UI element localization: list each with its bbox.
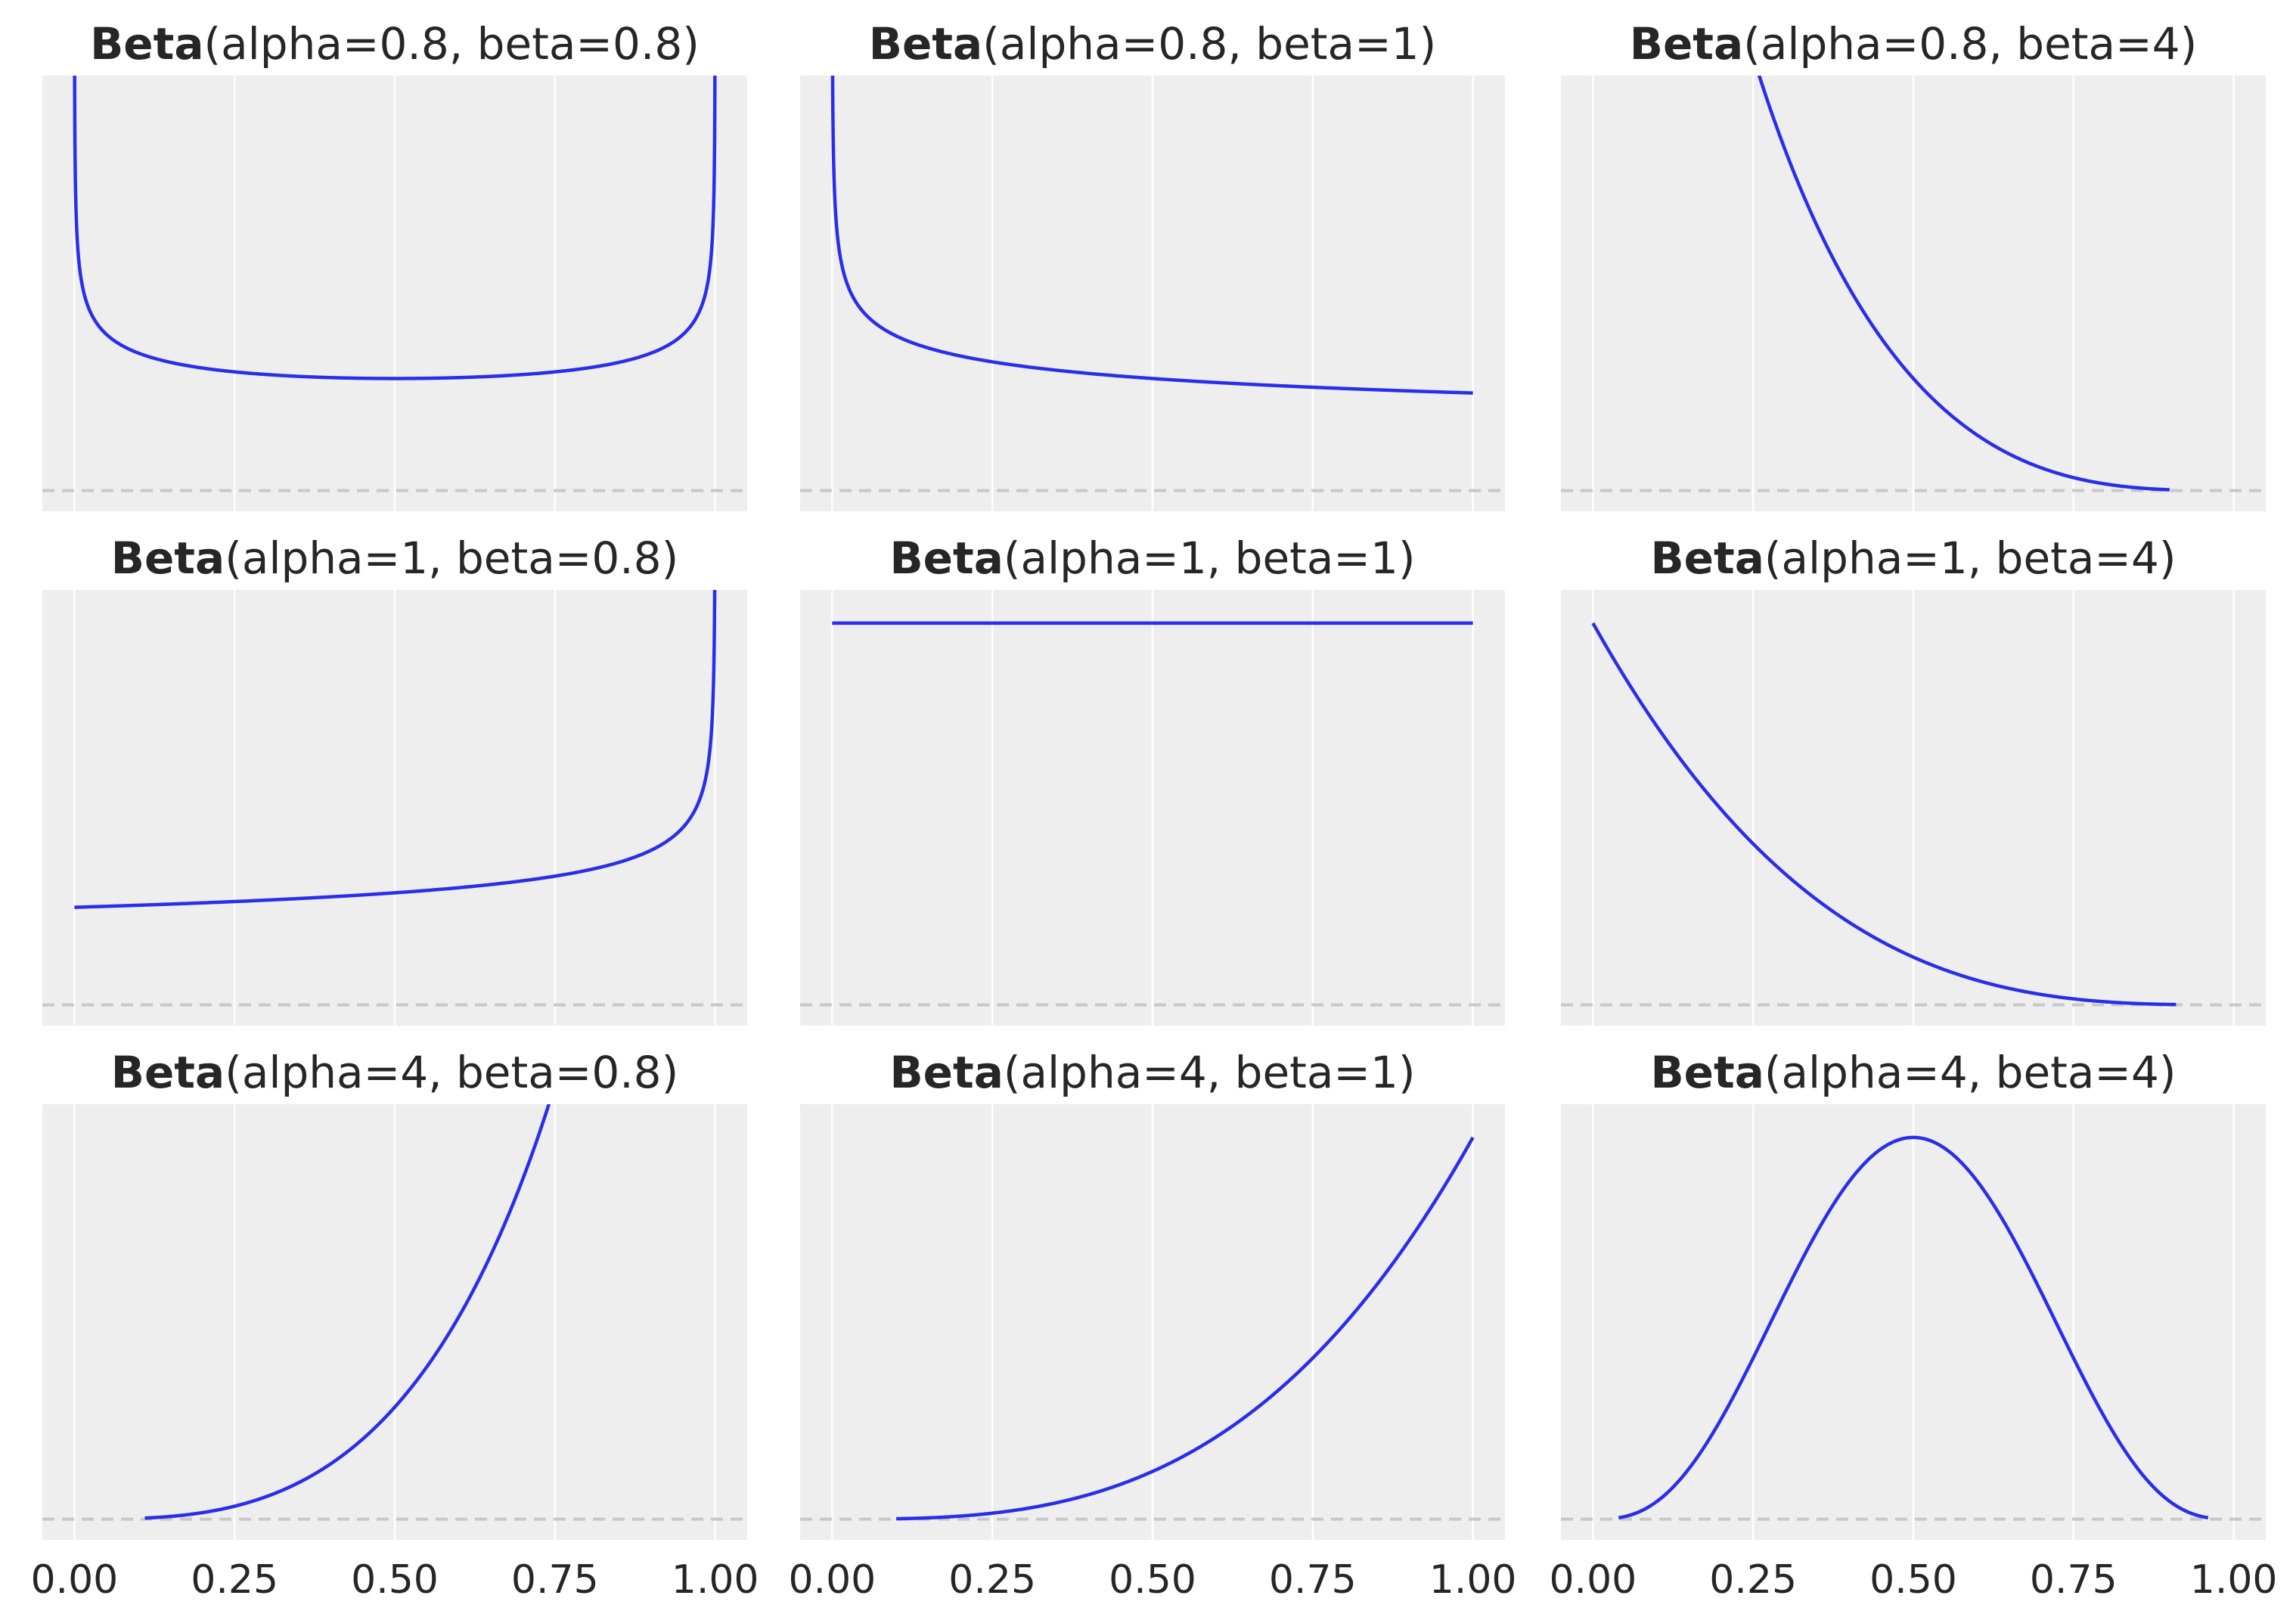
density-line xyxy=(830,76,1473,395)
density-line xyxy=(144,1104,551,1520)
title-parameters: (alpha=1, beta=1) xyxy=(1004,532,1416,584)
x-tick-label: 0.00 xyxy=(1549,1557,1637,1603)
subplot-title: Beta(alpha=0.8, beta=4) xyxy=(1630,18,2197,70)
title-parameters: (alpha=1, beta=4) xyxy=(1764,532,2177,584)
x-tick-label: 1.00 xyxy=(2190,1557,2278,1603)
density-line xyxy=(74,590,717,909)
x-tick-label: 0.50 xyxy=(351,1557,439,1603)
x-tick-label: 0.75 xyxy=(2030,1557,2118,1603)
subplot-3: Beta(alpha=0.8, beta=4) xyxy=(1561,18,2266,511)
title-parameters: (alpha=4, beta=0.8) xyxy=(225,1047,678,1098)
subplot-9: Beta(alpha=4, beta=4) 0.00 0.25 0.50 0.75 1.0… xyxy=(1549,1047,2277,1603)
title-parameters: (alpha=1, beta=0.8) xyxy=(225,532,678,584)
subplot-title: Beta(alpha=0.8, beta=1) xyxy=(869,18,1436,70)
subplot-title: Beta(alpha=1, beta=0.8) xyxy=(111,532,678,584)
title-parameters: (alpha=4, beta=4) xyxy=(1764,1047,2177,1098)
title-distribution: Beta xyxy=(889,1047,1003,1098)
x-tick-label: 0.25 xyxy=(191,1557,278,1603)
subplot-title: Beta(alpha=0.8, beta=0.8) xyxy=(90,18,700,70)
density-line xyxy=(896,1136,1475,1521)
subplot-2: Beta(alpha=0.8, beta=1) xyxy=(800,18,1505,511)
title-distribution: Beta xyxy=(1650,1047,1764,1098)
title-distribution: Beta xyxy=(1630,18,1743,70)
title-distribution: Beta xyxy=(90,18,203,70)
density-line xyxy=(1757,76,2170,492)
subplot-title: Beta(alpha=4, beta=1) xyxy=(889,1047,1415,1098)
subplot-8: Beta(alpha=4, beta=1) 0.00 0.25 0.50 0.75 1.0… xyxy=(788,1047,1516,1603)
title-distribution: Beta xyxy=(111,1047,225,1098)
density-line xyxy=(73,76,717,380)
title-parameters: (alpha=0.8, beta=0.8) xyxy=(204,18,700,70)
x-tick-label: 0.50 xyxy=(1109,1557,1196,1603)
subplot-title: Beta(alpha=1, beta=1) xyxy=(889,532,1415,584)
x-tick-label: 0.50 xyxy=(1869,1557,1957,1603)
x-tick-label: 0.25 xyxy=(1709,1557,1797,1603)
title-parameters: (alpha=0.8, beta=1) xyxy=(982,18,1436,70)
title-parameters: (alpha=4, beta=1) xyxy=(1004,1047,1416,1098)
x-tick-label: 1.00 xyxy=(672,1557,759,1603)
x-tick-label: 0.25 xyxy=(948,1557,1036,1603)
density-line xyxy=(1618,1135,2209,1519)
title-distribution: Beta xyxy=(111,532,225,584)
x-tick-label: 0.75 xyxy=(1269,1557,1357,1603)
x-tick-label: 1.00 xyxy=(1429,1557,1517,1603)
subplot-5: Beta(alpha=1, beta=1) xyxy=(800,532,1505,1026)
subplot-title: Beta(alpha=4, beta=0.8) xyxy=(111,1047,678,1098)
subplot-6: Beta(alpha=1, beta=4) xyxy=(1561,532,2266,1026)
subplot-1: Beta(alpha=0.8, beta=0.8) xyxy=(42,18,747,511)
subplot-7: Beta(alpha=4, beta=0.8) 0.00 0.25 0.50 0.75 1… xyxy=(30,1047,759,1603)
subplot-title: Beta(alpha=1, beta=4) xyxy=(1650,532,2176,584)
x-tick-label: 0.00 xyxy=(788,1557,876,1603)
density-line xyxy=(1591,622,2177,1007)
x-tick-label: 0.75 xyxy=(511,1557,599,1603)
title-distribution: Beta xyxy=(1650,532,1764,584)
x-tick-label: 0.00 xyxy=(30,1557,118,1603)
subplot-title: Beta(alpha=4, beta=4) xyxy=(1650,1047,2176,1098)
title-distribution: Beta xyxy=(889,532,1003,584)
title-distribution: Beta xyxy=(869,18,982,70)
subplot-4: Beta(alpha=1, beta=0.8) xyxy=(42,532,747,1026)
title-parameters: (alpha=0.8, beta=4) xyxy=(1743,18,2197,70)
